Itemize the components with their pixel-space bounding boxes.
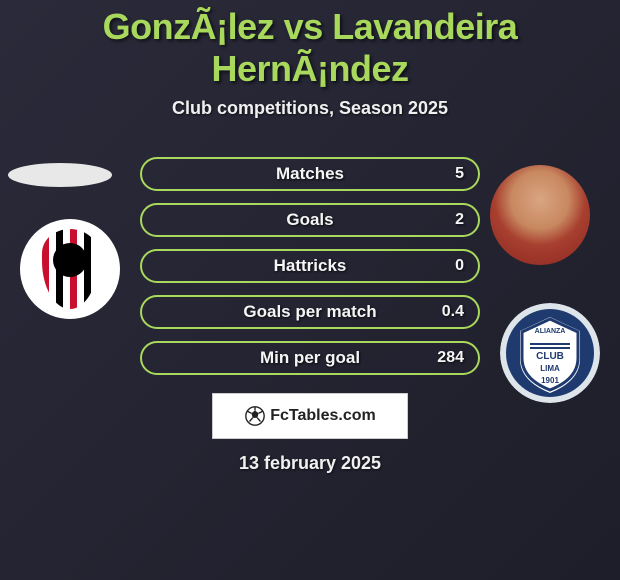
page-title: GonzÃ¡lez vs Lavandeira HernÃ¡ndez bbox=[0, 6, 620, 90]
stat-right-value: 0 bbox=[455, 257, 464, 275]
comparison-card: GonzÃ¡lez vs Lavandeira HernÃ¡ndez Club … bbox=[0, 0, 620, 580]
stat-right-value: 0.4 bbox=[442, 303, 464, 321]
stat-label: Goals bbox=[286, 210, 333, 230]
content-area: ALIANZA CLUB LIMA 1901 Matches 5 Goals 2… bbox=[0, 157, 620, 474]
stat-right-value: 2 bbox=[455, 211, 464, 229]
page-subtitle: Club competitions, Season 2025 bbox=[0, 98, 620, 119]
club-left-badge bbox=[20, 219, 120, 319]
stat-bars: Matches 5 Goals 2 Hattricks 0 Goals per … bbox=[140, 157, 480, 375]
club-left-emblem bbox=[53, 243, 87, 277]
date-label: 13 february 2025 bbox=[0, 453, 620, 474]
source-text: FcTables.com bbox=[270, 407, 376, 425]
club-right-badge: ALIANZA CLUB LIMA 1901 bbox=[500, 303, 600, 403]
player-right-avatar bbox=[490, 165, 590, 265]
stat-label: Goals per match bbox=[243, 302, 376, 322]
stat-label: Min per goal bbox=[260, 348, 360, 368]
source-label: FcTables.com bbox=[244, 405, 376, 427]
stat-row: Matches 5 bbox=[140, 157, 480, 191]
stat-row: Goals 2 bbox=[140, 203, 480, 237]
stat-row: Hattricks 0 bbox=[140, 249, 480, 283]
stat-right-value: 5 bbox=[455, 165, 464, 183]
source-box: FcTables.com bbox=[212, 393, 408, 439]
soccer-ball-icon bbox=[244, 405, 266, 427]
stat-label: Hattricks bbox=[274, 256, 347, 276]
stat-row: Goals per match 0.4 bbox=[140, 295, 480, 329]
stat-label: Matches bbox=[276, 164, 344, 184]
stat-row: Min per goal 284 bbox=[140, 341, 480, 375]
svg-text:ALIANZA: ALIANZA bbox=[535, 328, 566, 335]
club-left-shield bbox=[42, 229, 98, 309]
player-left-avatar bbox=[8, 163, 112, 187]
svg-text:CLUB: CLUB bbox=[536, 351, 564, 362]
svg-text:LIMA: LIMA bbox=[540, 364, 560, 373]
stat-right-value: 284 bbox=[437, 349, 464, 367]
svg-text:1901: 1901 bbox=[541, 376, 559, 385]
